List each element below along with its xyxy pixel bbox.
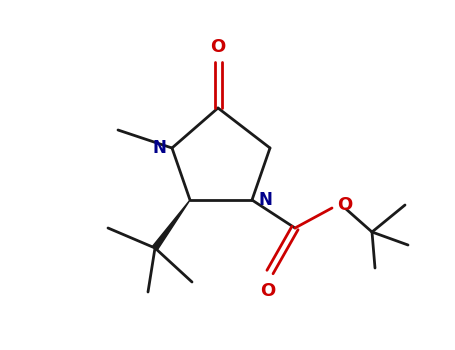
Text: N: N	[152, 139, 166, 157]
Text: N: N	[258, 191, 272, 209]
Text: O: O	[260, 282, 276, 300]
Text: O: O	[337, 196, 352, 214]
Text: O: O	[210, 38, 226, 56]
Polygon shape	[152, 200, 190, 250]
